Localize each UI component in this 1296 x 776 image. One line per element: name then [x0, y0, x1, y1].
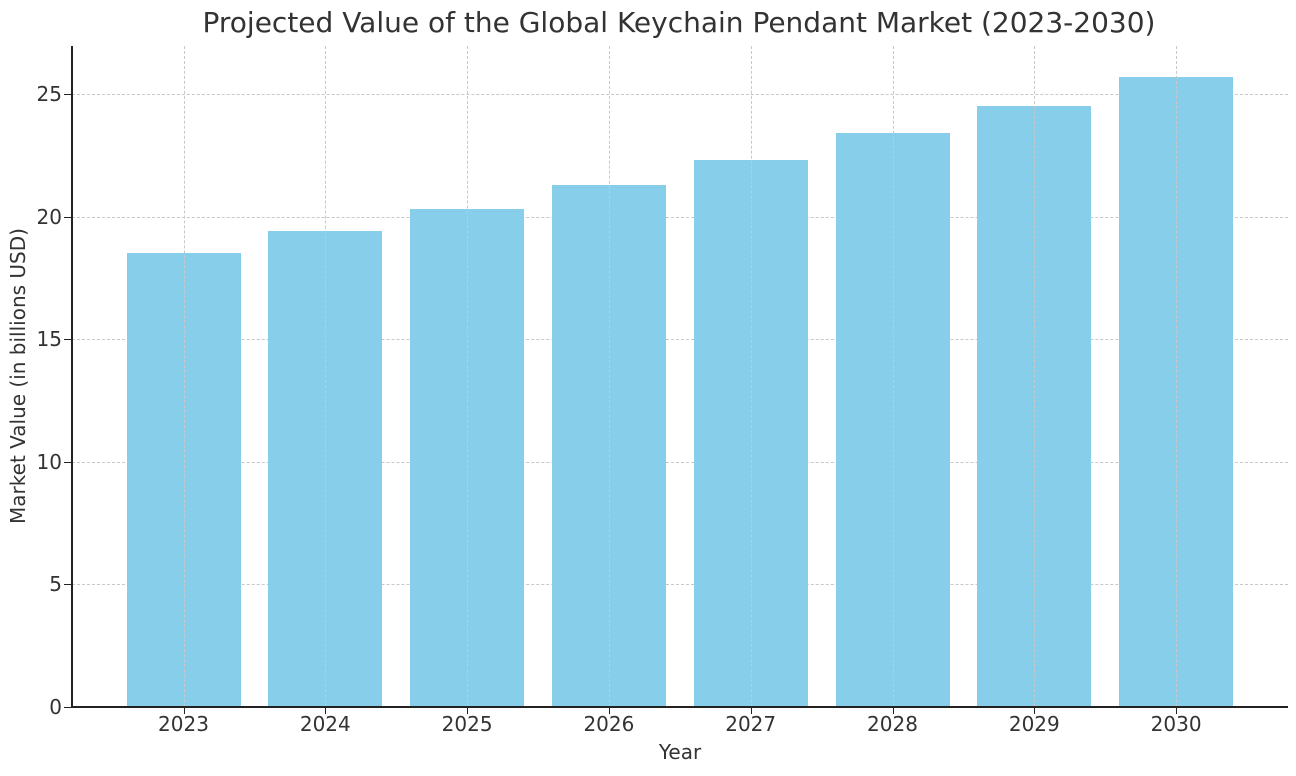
y-axis-line [71, 46, 73, 708]
y-axis-label: Market Value (in billions USD) [6, 228, 30, 524]
x-tick-label: 2024 [299, 712, 351, 736]
y-gridline [72, 339, 1288, 341]
x-tick [1034, 708, 1036, 714]
x-gridline [467, 46, 469, 707]
y-tick-label: 25 [36, 82, 62, 106]
y-gridline [72, 461, 1288, 463]
x-gridline [1176, 46, 1178, 707]
x-tick-label: 2029 [1008, 712, 1060, 736]
x-tick-label: 2028 [867, 712, 918, 736]
x-tick-label: 2027 [725, 712, 777, 736]
x-gridline [750, 46, 752, 707]
x-tick-label: 2026 [583, 712, 635, 736]
y-tick [64, 707, 71, 708]
y-gridline [72, 94, 1288, 95]
x-tick [325, 708, 327, 714]
chart-title: Projected Value of the Global Keychain P… [202, 6, 1156, 39]
x-gridline [608, 46, 610, 707]
y-tick [64, 339, 71, 341]
x-gridline [1034, 46, 1036, 707]
y-tick-label: 20 [36, 204, 62, 229]
x-tick [892, 708, 894, 714]
y-tick [64, 94, 71, 95]
x-axis-label: Year [658, 740, 702, 764]
y-tick [64, 584, 71, 586]
x-axis-line [71, 706, 1288, 708]
x-gridline [892, 46, 894, 707]
x-tick-label: 2025 [441, 712, 493, 736]
x-tick [608, 708, 610, 714]
x-tick-label: 2023 [158, 712, 209, 736]
y-tick-label: 5 [49, 572, 62, 597]
x-tick [467, 708, 469, 714]
y-gridline [72, 584, 1288, 586]
y-tick-label: 10 [36, 449, 62, 474]
y-tick-label: 0 [49, 695, 62, 719]
x-tick [1176, 708, 1178, 714]
y-tick [64, 216, 71, 218]
x-gridline [183, 46, 185, 707]
x-tick [183, 708, 185, 714]
y-tick-label: 15 [36, 327, 62, 352]
x-tick [750, 708, 752, 714]
x-gridline [325, 46, 327, 707]
x-tick-label: 2030 [1150, 712, 1202, 736]
y-gridline [72, 216, 1288, 218]
y-tick [64, 461, 71, 463]
